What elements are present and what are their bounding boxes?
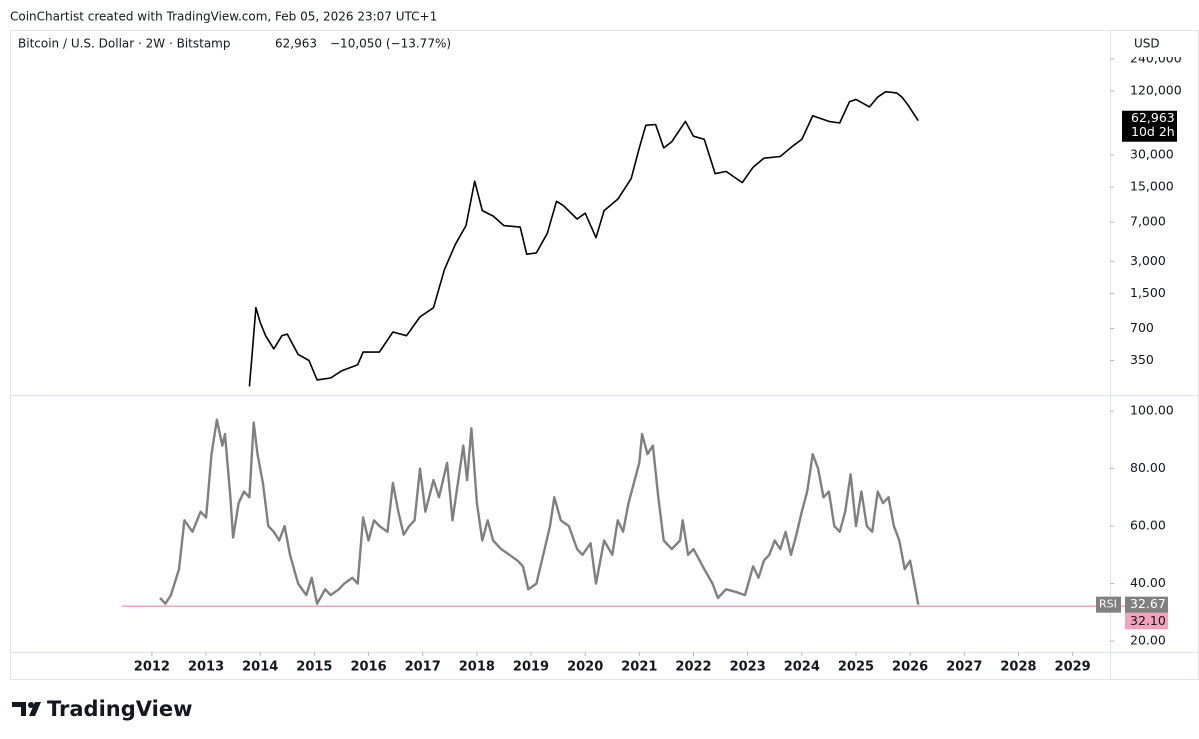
rsi-pane <box>122 418 1110 608</box>
countdown-label: 10d 2h <box>1131 124 1175 139</box>
y-tick-label: 7,000 <box>1130 214 1166 229</box>
level-label-bg <box>1125 612 1168 630</box>
y-tick-label: 120,000 <box>1130 82 1182 97</box>
y-tick-label: 20.00 <box>1130 633 1166 648</box>
y-tick-label: 15,000 <box>1130 178 1174 193</box>
chart-frame <box>10 30 1199 680</box>
last-value-label: 32.67 <box>1130 596 1166 611</box>
y-tick-label: 30,000 <box>1130 146 1174 161</box>
x-tick-label: 2015 <box>296 660 332 675</box>
x-tick-label: 2027 <box>946 660 982 675</box>
last-value-bg <box>1125 596 1168 613</box>
y-tick-label: 60.00 <box>1130 518 1166 533</box>
x-tick-label: 2025 <box>838 660 874 675</box>
x-tick-label: 2017 <box>405 660 441 675</box>
x-tick-label: 2020 <box>567 660 603 675</box>
x-tick-label: 2013 <box>188 660 224 675</box>
logo-dot <box>28 702 34 708</box>
x-tick-label: 2018 <box>459 660 495 675</box>
series-line <box>159 418 920 605</box>
x-tick-label: 2016 <box>350 660 386 675</box>
price-pane <box>248 90 919 387</box>
series-name-label: RSI <box>1099 598 1117 611</box>
last-price-label: 62,963 <box>1131 110 1175 125</box>
attribution: CoinChartist created with TradingView.co… <box>10 10 437 24</box>
y-tick-label: 40.00 <box>1130 575 1166 590</box>
x-tick-label: 2028 <box>1000 660 1036 675</box>
y-tick-label: 100.00 <box>1130 403 1174 418</box>
unit-label: USD <box>1134 37 1160 51</box>
series-line <box>248 90 919 387</box>
y-tick-label: 350 <box>1130 352 1154 367</box>
last-price-bg <box>1122 110 1177 142</box>
y-tick-label: 3,000 <box>1130 253 1166 268</box>
unit-backdrop <box>1111 31 1198 57</box>
x-tick-label: 2019 <box>513 660 549 675</box>
y-tick-label: 80.00 <box>1130 460 1166 475</box>
x-tick-label: 2026 <box>892 660 928 675</box>
x-tick-label: 2021 <box>621 660 657 675</box>
legend-change: −10,050 (−13.77%) <box>330 37 451 51</box>
x-tick-label: 2014 <box>242 660 278 675</box>
symbol-title: Bitcoin / U.S. Dollar · 2W · Bitstamp <box>18 37 230 51</box>
x-tick-label: 2023 <box>730 660 766 675</box>
series-name-bg <box>1096 596 1121 613</box>
y-tick-label: 700 <box>1130 320 1154 335</box>
logo: TradingView <box>12 697 192 721</box>
x-tick-label: 2022 <box>675 660 711 675</box>
logo-icon <box>12 702 41 716</box>
x-tick-label: 2024 <box>784 660 820 675</box>
y-tick-label: 1,500 <box>1130 285 1166 300</box>
axes: 240,000120,00030,00015,0007,0003,0001,50… <box>134 50 1182 674</box>
x-tick-label: 2012 <box>134 660 170 675</box>
legend-price: 62,963 <box>275 37 317 51</box>
logo-text: TradingView <box>47 697 192 721</box>
level-label: 32.10 <box>1130 613 1166 628</box>
x-tick-label: 2029 <box>1055 660 1091 675</box>
